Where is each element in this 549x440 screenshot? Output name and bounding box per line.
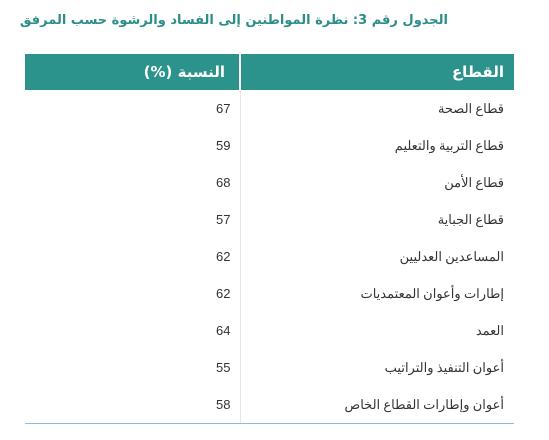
table-row: قطاع الجباية 57: [25, 201, 514, 238]
cell-sector: العمد: [239, 312, 514, 349]
table-row: قطاع الصحة 67: [25, 90, 514, 127]
cell-percentage: 67: [216, 101, 231, 116]
corruption-perception-table: القطاع النسبة (%) قطاع الصحة 67 قطاع الت…: [25, 54, 514, 423]
cell-sector: المساعدين العدليين: [239, 238, 514, 275]
cell-sector: أعوان وإطارات القطاع الخاص: [239, 386, 514, 423]
table-row: العمد 64: [25, 312, 514, 349]
cell-sector: أعوان التنفيذ والتراتيب: [239, 349, 514, 386]
table-caption-text: الجدول رقم 3: نظرة المواطنين إلى الفساد …: [19, 13, 448, 28]
cell-percentage: 62: [216, 249, 231, 264]
table-row: إطارات وأعوان المعتمديات 62: [25, 275, 514, 312]
cell-sector: إطارات وأعوان المعتمديات: [239, 275, 514, 312]
header-sector: القطاع: [239, 54, 514, 90]
cell-percentage: 62: [216, 286, 231, 301]
table-row: قطاع الأمن 68: [25, 164, 514, 201]
cell-sector: قطاع الأمن: [239, 164, 514, 201]
table-row: أعوان وإطارات القطاع الخاص 58: [25, 386, 514, 423]
table-bottom-rule: [25, 423, 514, 424]
table-row: المساعدين العدليين 62: [25, 238, 514, 275]
cell-percentage: 64: [216, 323, 231, 338]
cell-percentage: 59: [216, 138, 231, 153]
cell-sector: قطاع الصحة: [239, 90, 514, 127]
cell-sector: قطاع التربية والتعليم: [239, 127, 514, 164]
table-header-row: القطاع النسبة (%): [25, 54, 514, 90]
cell-percentage: 58: [216, 397, 231, 412]
cell-percentage: 57: [216, 212, 231, 227]
table-row: قطاع التربية والتعليم 59: [25, 127, 514, 164]
table-row: أعوان التنفيذ والتراتيب 55: [25, 349, 514, 386]
table-caption: الجدول رقم 3: نظرة المواطنين إلى الفساد …: [0, 10, 549, 32]
cell-percentage: 68: [216, 175, 231, 190]
cell-sector: قطاع الجباية: [239, 201, 514, 238]
header-percentage: النسبة (%): [143, 63, 225, 81]
cell-percentage: 55: [216, 360, 231, 375]
